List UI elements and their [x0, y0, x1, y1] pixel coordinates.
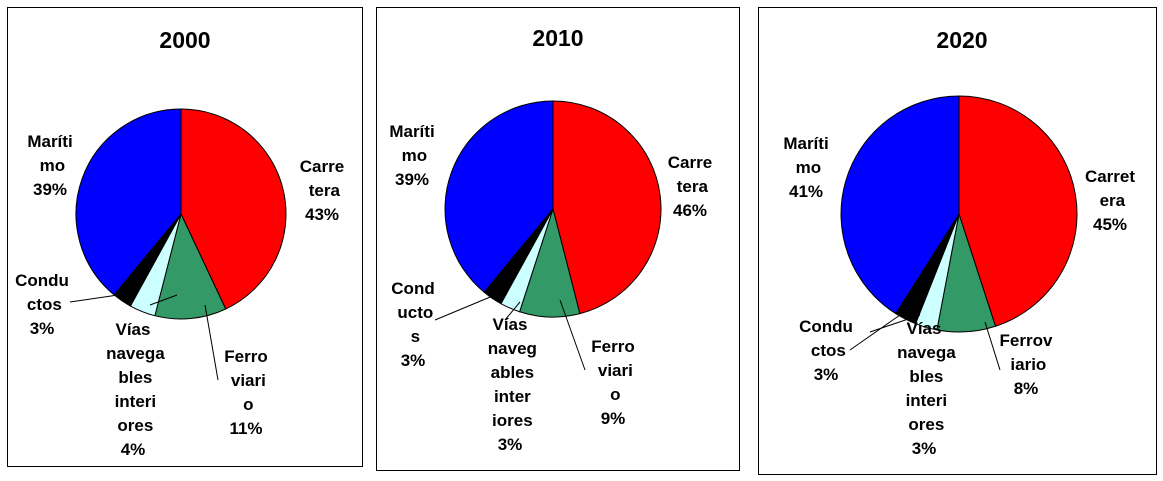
slice-value-label: 8% — [1014, 379, 1039, 398]
leader-line — [149, 294, 178, 306]
slice-value-label: 46% — [673, 201, 707, 220]
pie-slice — [75, 108, 182, 296]
pie-slice — [180, 108, 287, 310]
leader-line — [504, 301, 521, 321]
leader-line — [434, 294, 496, 321]
pie-slice — [444, 100, 554, 293]
slice-label: Maríti mo — [783, 134, 828, 177]
leader-line — [984, 321, 1001, 371]
slice-label: Cond ucto s — [391, 279, 434, 346]
slice-value-label: 39% — [395, 170, 429, 189]
slice-value-label: 3% — [401, 351, 426, 370]
slice-label: Vías navega bles interi ores — [892, 319, 956, 434]
pie-slice — [154, 212, 227, 320]
slice-label: Carre tera — [668, 153, 712, 196]
slice-value-label: 3% — [814, 365, 839, 384]
slice-label: Condu ctos — [15, 271, 69, 314]
pie-slice — [552, 100, 662, 315]
chart-title: 2000 — [159, 27, 210, 53]
slice-value-label: 45% — [1093, 215, 1127, 234]
chart-title: 2010 — [532, 25, 583, 51]
leader-line — [69, 294, 119, 303]
slice-value-label: 3% — [912, 439, 937, 458]
slice-value-label: 4% — [121, 440, 146, 459]
pie-slice — [840, 95, 960, 315]
slice-label: Condu ctos — [799, 317, 853, 360]
slice-value-label: 39% — [33, 180, 67, 199]
slice-value-label: 43% — [305, 205, 339, 224]
slice-label: Vías naveg ables inter iores — [483, 315, 537, 430]
pie-slice — [958, 95, 1078, 327]
slice-label: Ferro viari o — [591, 337, 634, 404]
slice-label: Carret era — [1085, 167, 1135, 210]
chart-title: 2020 — [936, 27, 987, 53]
leader-line — [559, 299, 586, 371]
slice-value-label: 3% — [30, 319, 55, 338]
slice-value-label: 9% — [601, 409, 626, 428]
slice-label: Vías navega bles interi ores — [101, 320, 165, 435]
slice-value-label: 41% — [789, 182, 823, 201]
slice-value-label: 3% — [498, 435, 523, 454]
slice-label: Carre tera — [300, 157, 344, 200]
leader-line — [204, 304, 219, 381]
slice-label: Ferro viari o — [224, 347, 267, 414]
slice-value-label: 11% — [229, 419, 262, 438]
slice-label: Ferrov iario — [1000, 331, 1053, 374]
leader-line — [849, 314, 901, 351]
leader-line — [869, 314, 921, 333]
slice-label: Maríti mo — [389, 122, 434, 165]
slice-label: Maríti mo — [27, 132, 72, 175]
